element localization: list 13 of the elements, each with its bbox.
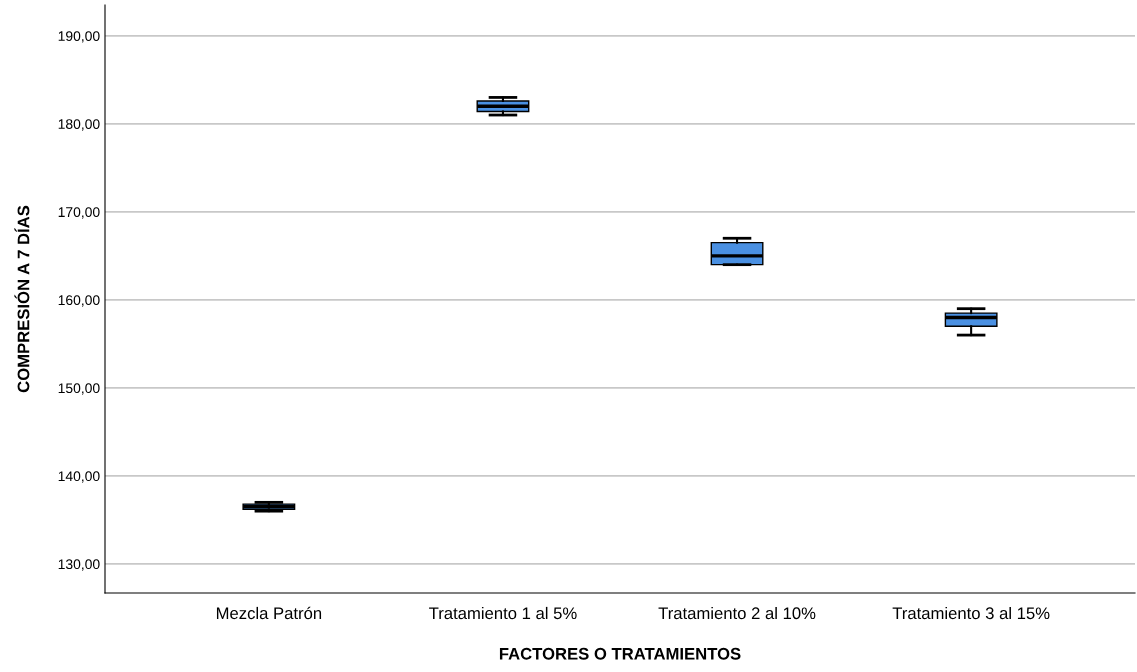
x-tick-label: Tratamiento 2 al 10%	[658, 606, 816, 620]
y-axis-title: COMPRESIÓN A 7 DÍAS	[14, 205, 30, 393]
x-tick-label: Tratamiento 1 al 5%	[429, 606, 577, 620]
x-tick-label: Tratamiento 3 al 15%	[892, 606, 1050, 620]
y-tick-label: 160,00	[58, 295, 100, 307]
y-tick-label: 190,00	[58, 31, 100, 43]
y-tick-label: 180,00	[58, 119, 100, 131]
y-tick-label: 140,00	[58, 471, 100, 483]
y-tick-label: 130,00	[58, 559, 100, 571]
x-tick-label: Mezcla Patrón	[216, 606, 322, 620]
x-axis-title: FACTORES O TRATAMIENTOS	[499, 647, 741, 660]
y-tick-label: 150,00	[58, 383, 100, 395]
y-tick-label: 170,00	[58, 207, 100, 219]
